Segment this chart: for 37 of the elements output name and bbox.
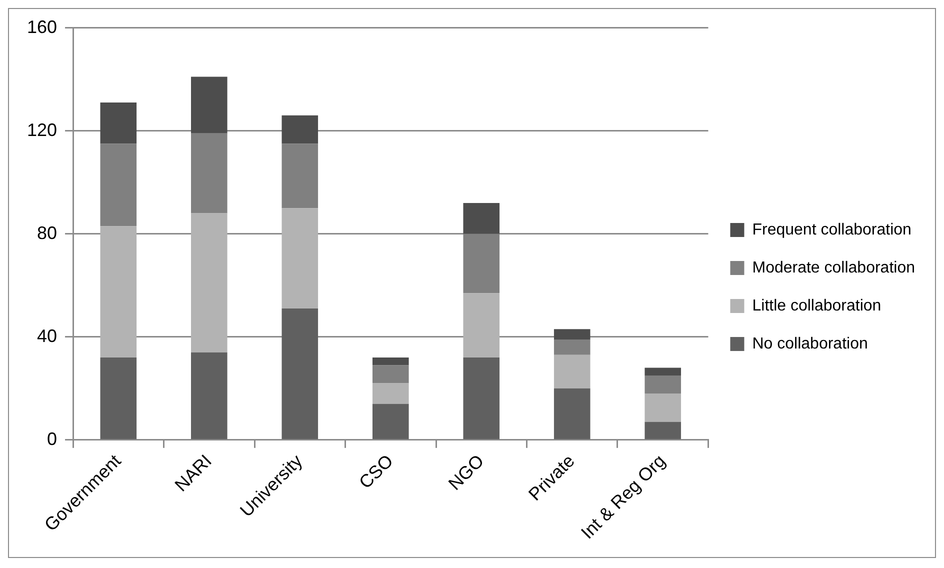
legend-label: No collaboration: [752, 335, 868, 352]
bar: [372, 365, 409, 384]
bar: [282, 115, 318, 144]
bar: [554, 329, 590, 340]
bar: [100, 144, 137, 226]
y-tick-label: 80: [37, 222, 58, 243]
y-tick-label: 160: [26, 16, 58, 37]
legend-label: Moderate collaboration: [752, 259, 915, 276]
bar: [191, 213, 228, 352]
bar: [463, 293, 500, 358]
bar: [100, 226, 137, 358]
bar: [644, 394, 682, 422]
bar: [372, 404, 409, 440]
bar: [372, 357, 409, 366]
bar: [191, 133, 228, 214]
bar: [644, 376, 682, 394]
y-tick-label: 40: [37, 326, 58, 346]
legend-label: Frequent collaboration: [752, 221, 912, 238]
bar: [282, 308, 318, 440]
bar: [463, 357, 500, 440]
bar: [554, 339, 590, 355]
bar: [100, 102, 137, 144]
bar: [554, 388, 590, 440]
y-tick-label: 120: [26, 120, 58, 140]
legend-label: Little collaboration: [752, 297, 882, 314]
bar: [644, 368, 682, 376]
bar: [463, 202, 500, 234]
bar: [282, 144, 318, 208]
y-tick-label: 0: [47, 428, 58, 449]
bar: [282, 208, 318, 309]
bar: [644, 422, 682, 440]
bar: [191, 352, 228, 440]
bar: [100, 357, 137, 440]
bar: [372, 383, 409, 404]
bar: [554, 354, 590, 388]
x-tick-label: Int & Reg Org: [577, 450, 670, 543]
bar: [191, 76, 228, 134]
